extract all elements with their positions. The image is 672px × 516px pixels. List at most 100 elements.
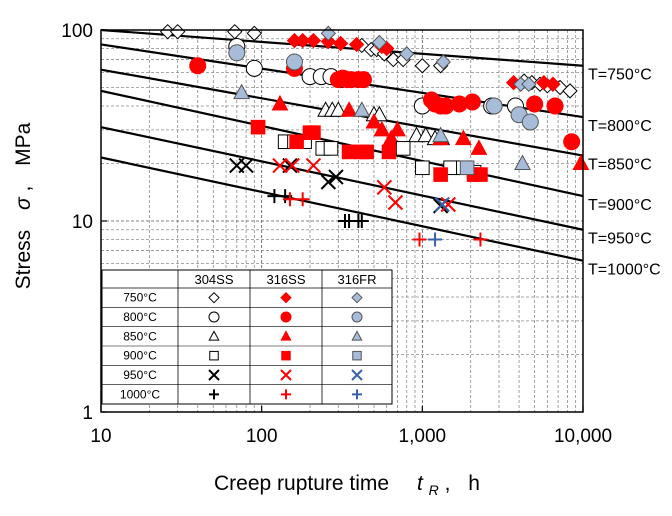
legend-table: 304SS 316SS 316FR 750°C 800°C 850°C 900°C 950°C… xyxy=(101,269,393,405)
data-point-triangle xyxy=(514,154,531,171)
legend-marker-316fr xyxy=(351,369,363,381)
data-point-diamond xyxy=(521,76,537,92)
data-point-plus xyxy=(473,232,488,247)
legend-marker-304ss xyxy=(209,389,219,400)
data-point-circle xyxy=(526,95,544,113)
legend-marker-304ss xyxy=(208,330,220,341)
data-point-cross xyxy=(387,194,404,211)
legend-marker-316fr xyxy=(352,389,362,400)
data-point-diamond xyxy=(545,76,561,92)
series-316FR-800C xyxy=(228,44,539,131)
legend-box xyxy=(101,269,393,405)
data-point-triangle xyxy=(389,120,406,137)
data-point-diamond xyxy=(371,34,388,51)
x-axis-label-text: Creep rupture time xyxy=(214,472,389,495)
curve-label: T=950°C xyxy=(588,231,652,248)
x-tick-label: 10,000 xyxy=(554,426,612,447)
data-point-diamond xyxy=(305,32,322,49)
data-point-cross xyxy=(434,196,450,213)
data-point-diamond xyxy=(320,33,337,50)
legend-marker-316fr xyxy=(351,291,363,304)
data-point-circle xyxy=(228,44,246,62)
data-point-cross xyxy=(305,157,322,174)
data-point-circle xyxy=(354,71,372,89)
legend-row-label: 900°C xyxy=(123,349,157,363)
data-point-triangle xyxy=(340,101,358,117)
y-axis-title: Stress σ , MPa xyxy=(12,122,35,289)
legend-marker-316ss xyxy=(281,389,291,400)
data-point-plus xyxy=(412,232,427,247)
x-tick-label: 10 xyxy=(90,426,111,447)
data-point-triangle xyxy=(432,126,450,143)
data-point-plus xyxy=(282,192,297,207)
y-axis-symbol: σ xyxy=(12,196,35,210)
series-316SS-950C xyxy=(272,157,456,213)
series-316FR-850C xyxy=(233,83,531,171)
legend-row-label: 950°C xyxy=(123,368,157,382)
isotherm-curve xyxy=(100,156,584,262)
legend-row-label: 1000°C xyxy=(120,387,160,401)
legend-row-label: 800°C xyxy=(123,310,157,324)
series-316FR-900C xyxy=(459,160,475,176)
data-point-triangle xyxy=(329,101,347,117)
legend-marker-316ss xyxy=(280,291,292,304)
data-point-triangle xyxy=(470,139,488,155)
legend-marker-316ss xyxy=(280,330,292,341)
data-point-square xyxy=(381,144,397,160)
data-point-circle xyxy=(285,53,303,71)
data-point-cross xyxy=(320,174,337,190)
x-axis-title: Creep rupture time t R , h xyxy=(214,472,480,500)
data-point-circle xyxy=(245,59,263,77)
data-point-square xyxy=(395,141,411,156)
data-point-diamond xyxy=(227,23,243,40)
data-point-diamond xyxy=(435,54,451,70)
data-point-triangle xyxy=(454,129,472,146)
legend-row-label: 750°C xyxy=(123,291,157,305)
y-tick-label: 1 xyxy=(82,403,93,424)
legend-row-label: 850°C xyxy=(123,329,157,343)
curve-label: T=750°C xyxy=(588,67,652,84)
data-point-cross xyxy=(284,157,300,174)
series-316SS-1000C xyxy=(282,192,488,247)
data-point-circle xyxy=(463,93,481,111)
legend-marker-304ss xyxy=(208,291,220,304)
x-axis-unit: h xyxy=(468,472,480,495)
legend-column-header: 304SS xyxy=(194,272,233,287)
data-point-square xyxy=(359,144,374,160)
data-point-square xyxy=(341,144,357,160)
legend-marker-316fr xyxy=(351,311,363,323)
curve-label: T=900°C xyxy=(588,197,652,214)
legend-marker-304ss xyxy=(208,311,220,323)
data-point-square xyxy=(306,125,321,140)
data-point-triangle xyxy=(373,120,391,137)
curve-labels: T=750°C T=800°C T=850°C T=900°C T=950°C T=100… xyxy=(588,67,661,279)
series-304SS-1000C xyxy=(267,189,369,228)
curve-label: T=800°C xyxy=(588,118,652,135)
y-tick-label: 100 xyxy=(61,21,93,42)
data-point-square xyxy=(473,167,488,182)
data-point-diamond xyxy=(348,36,365,53)
data-point-square xyxy=(250,119,266,135)
y-axis-label-text: Stress xyxy=(12,230,35,290)
data-point-triangle xyxy=(572,154,590,171)
legend-marker-316ss xyxy=(281,350,291,361)
data-point-cross xyxy=(328,169,344,185)
data-point-circle xyxy=(485,97,503,115)
data-point-cross xyxy=(272,157,288,174)
x-axis-subscript: R xyxy=(429,482,439,498)
data-point-triangle xyxy=(353,101,371,117)
curve-label: T=1000°C xyxy=(588,262,661,279)
data-point-cross xyxy=(376,179,393,196)
data-point-triangle xyxy=(365,112,383,129)
legend-column-header: 316SS xyxy=(266,272,305,287)
legend-marker-316ss xyxy=(280,311,292,323)
x-axis-symbol: t xyxy=(417,472,424,495)
data-point-diamond xyxy=(562,83,578,99)
y-tick-label: 10 xyxy=(72,212,93,233)
curve-label: T=850°C xyxy=(588,157,652,174)
legend-marker-316fr xyxy=(351,330,363,341)
data-point-diamond xyxy=(320,25,337,42)
data-point-square xyxy=(459,160,475,176)
